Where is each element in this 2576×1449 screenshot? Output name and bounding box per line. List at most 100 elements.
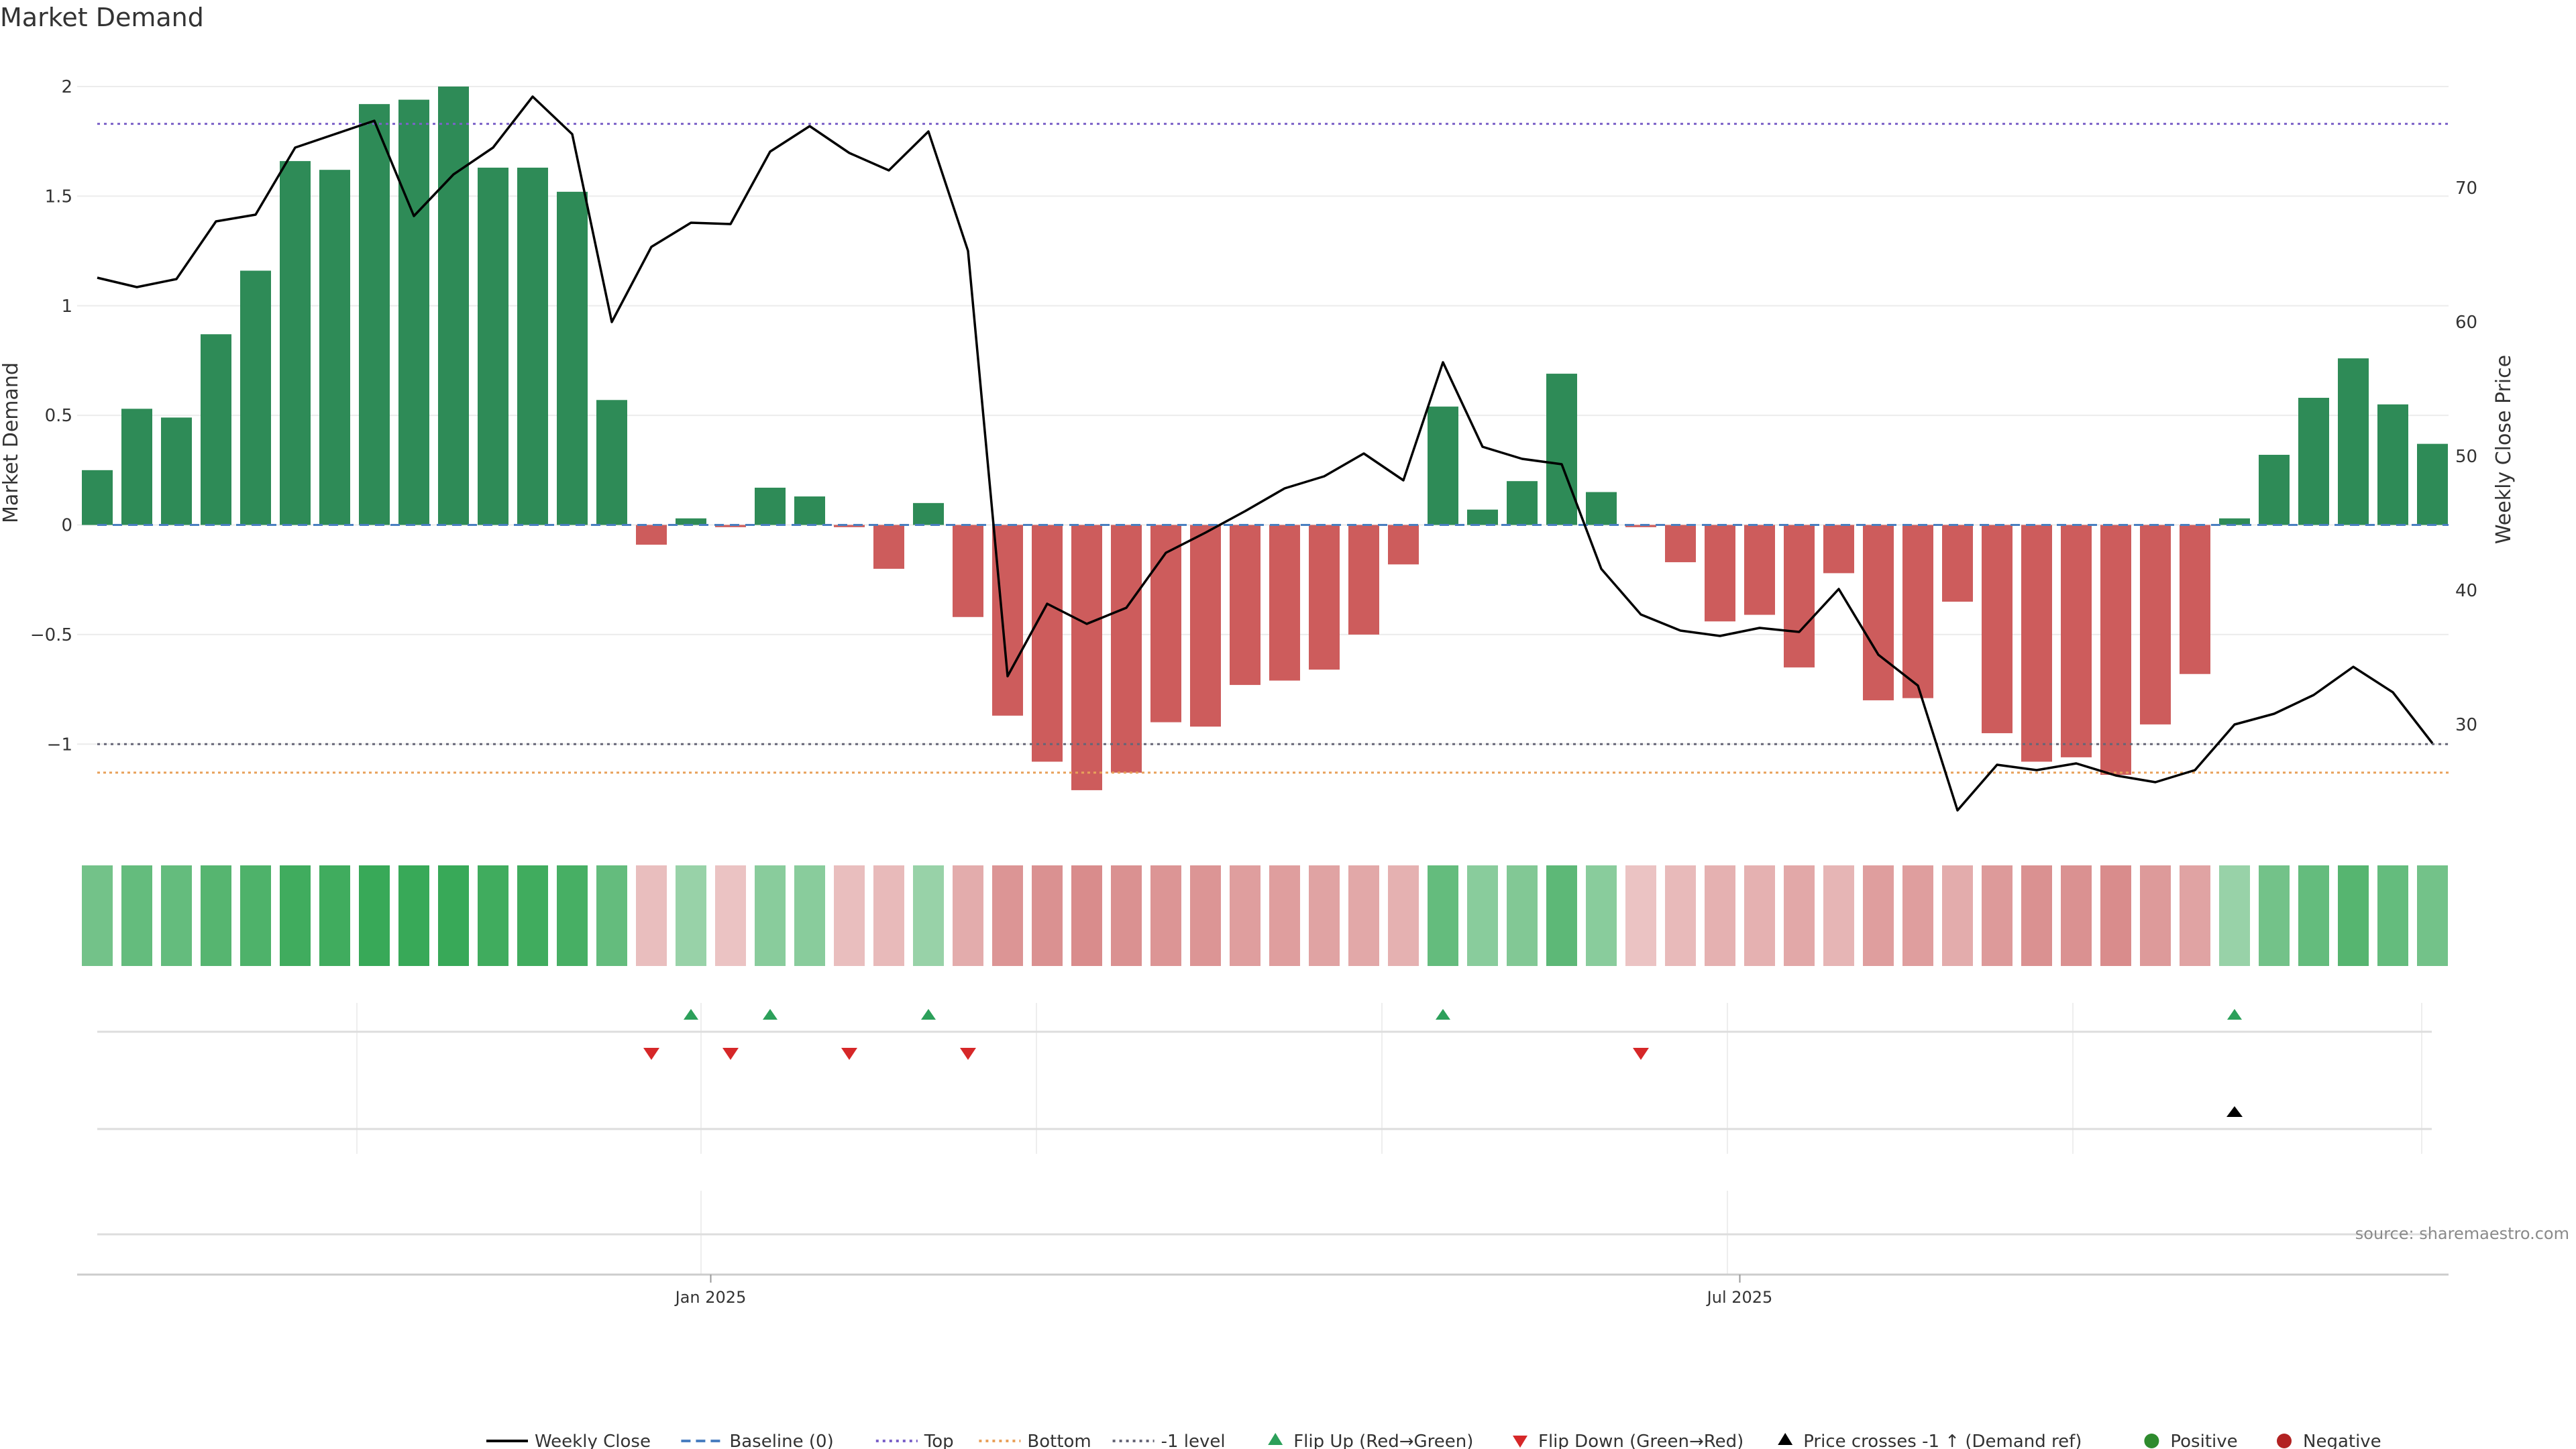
flip-up-marker — [684, 1009, 698, 1020]
legend-item: Baseline (0) — [681, 1432, 834, 1449]
heatmap-cell — [1111, 865, 1142, 966]
legend-label: Baseline (0) — [729, 1432, 833, 1449]
flip-up-marker — [921, 1009, 936, 1020]
legend-swatch — [2277, 1434, 2292, 1448]
demand-bar — [319, 170, 350, 525]
heatmap-cell — [1507, 865, 1538, 966]
heatmap-cell — [2180, 865, 2210, 966]
demand-bar — [676, 518, 706, 525]
heatmap-cell — [2100, 865, 2131, 966]
legend-label: Weekly Close — [535, 1432, 651, 1449]
heatmap-cell — [834, 865, 865, 966]
demand-bar — [715, 525, 746, 527]
legend-swatch — [2144, 1434, 2159, 1448]
demand-bar — [2338, 358, 2369, 525]
legend-swatch — [1513, 1436, 1527, 1448]
demand-bar — [398, 99, 429, 525]
demand-bar — [1071, 525, 1102, 790]
demand-bar — [240, 270, 271, 525]
heatmap-cell — [715, 865, 746, 966]
flip-down-marker — [643, 1048, 659, 1060]
flip-up-marker — [763, 1009, 777, 1020]
flip-up-marker — [1436, 1009, 1450, 1020]
heatmap-cell — [755, 865, 786, 966]
legend-label: Positive — [2170, 1432, 2237, 1449]
left-tick-label: 1 — [61, 297, 72, 317]
heatmap-cell — [1784, 865, 1815, 966]
demand-bar — [1586, 492, 1617, 525]
heatmap-cell — [1150, 865, 1181, 966]
heatmap-cell — [1823, 865, 1854, 966]
demand-bar — [755, 487, 786, 525]
demand-bar — [2259, 454, 2290, 525]
demand-bar — [82, 470, 113, 525]
heatmap-cell — [873, 865, 904, 966]
x-tick-label: Jan 2025 — [674, 1288, 747, 1307]
heatmap-cell — [1546, 865, 1577, 966]
heatmap-cell — [201, 865, 231, 966]
heatmap-cell — [992, 865, 1023, 966]
legend-label: -1 level — [1161, 1432, 1226, 1449]
legend-swatch — [1268, 1433, 1283, 1445]
heatmap-cell — [1586, 865, 1617, 966]
legend-item: Price crosses -1 ↑ (Demand ref) — [1778, 1432, 2082, 1449]
heatmap-cell — [478, 865, 508, 966]
heatmap-cell — [794, 865, 825, 966]
left-axis-label: Market Demand — [0, 362, 23, 523]
heatmap-cell — [1309, 865, 1340, 966]
heatmap-cell — [1942, 865, 1973, 966]
legend-item: Flip Down (Green→Red) — [1513, 1432, 1743, 1449]
right-tick-label: 40 — [2455, 581, 2477, 601]
demand-bar — [1982, 525, 2012, 733]
heatmap-cell — [1190, 865, 1221, 966]
right-tick-label: 70 — [2455, 178, 2477, 199]
weekly-close-line — [97, 95, 2434, 812]
demand-bar — [1823, 525, 1854, 574]
heatmap-cell — [1032, 865, 1063, 966]
source-credit: source: sharemaestro.com — [2355, 1224, 2569, 1243]
flip-down-marker — [960, 1048, 976, 1060]
heatmap-cell — [1348, 865, 1379, 966]
demand-bar — [2100, 525, 2131, 775]
demand-bar — [2417, 443, 2448, 525]
legend-label: Flip Down (Green→Red) — [1538, 1432, 1743, 1449]
heatmap-cell — [161, 865, 192, 966]
demand-bar — [1230, 525, 1260, 686]
x-tick-label: Jul 2025 — [1706, 1288, 1773, 1307]
demand-bar — [1467, 509, 1498, 525]
demand-bar — [1863, 525, 1894, 700]
legend-label: Negative — [2303, 1432, 2381, 1449]
demand-bar — [161, 417, 192, 525]
left-tick-label: −1 — [47, 735, 72, 755]
legend-label: Price crosses -1 ↑ (Demand ref) — [1803, 1432, 2082, 1449]
legend-item: Bottom — [979, 1432, 1091, 1449]
right-tick-label: 50 — [2455, 447, 2477, 467]
legend-label: Bottom — [1027, 1432, 1091, 1449]
heatmap-cell — [121, 865, 152, 966]
heatmap-cell — [1863, 865, 1894, 966]
demand-bar — [1348, 525, 1379, 635]
demand-bar — [1269, 525, 1300, 681]
left-tick-label: 1.5 — [45, 186, 72, 207]
demand-bar — [636, 525, 667, 545]
legend-item: Top — [875, 1432, 954, 1449]
heatmap-cell — [240, 865, 271, 966]
demand-bar — [517, 167, 548, 525]
legend-label: Top — [924, 1432, 954, 1449]
demand-bar — [438, 87, 469, 525]
left-tick-label: 0.5 — [45, 406, 72, 426]
heatmap-cell — [2219, 865, 2250, 966]
right-tick-label: 30 — [2455, 715, 2477, 735]
demand-bar — [1507, 481, 1538, 525]
demand-bar — [121, 409, 152, 525]
heatmap-cell — [1428, 865, 1458, 966]
demand-bar — [1546, 374, 1577, 525]
demand-bar — [280, 161, 311, 525]
flip-down-marker — [722, 1048, 739, 1060]
chart-title: Market Demand — [0, 3, 204, 32]
heatmap-cell — [1071, 865, 1102, 966]
heatmap-cell — [1902, 865, 1933, 966]
legend-label: Flip Up (Red→Green) — [1293, 1432, 1473, 1449]
demand-bar — [2298, 398, 2329, 525]
